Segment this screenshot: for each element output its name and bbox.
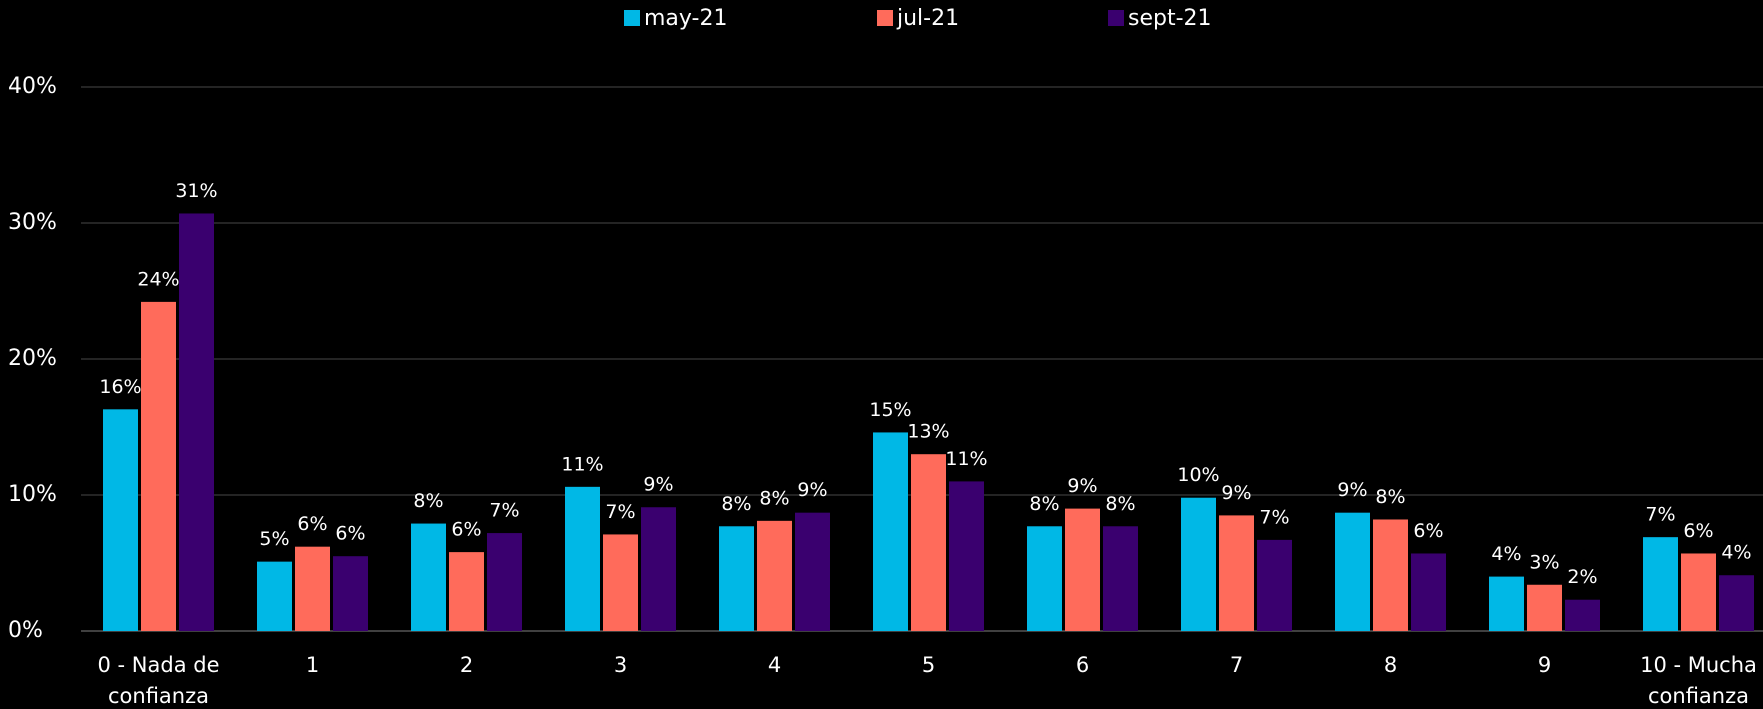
bar — [1643, 537, 1678, 631]
data-label: 15% — [869, 399, 911, 421]
data-label: 4% — [1721, 542, 1751, 564]
legend-label: jul-21 — [896, 6, 959, 31]
x-tick-label: 9 — [1537, 653, 1552, 677]
bar — [757, 520, 792, 631]
data-label: 6% — [1683, 520, 1713, 542]
data-label: 4% — [1491, 543, 1521, 565]
data-label: 11% — [561, 453, 603, 475]
data-label: 7% — [1259, 506, 1289, 528]
data-label: 6% — [451, 519, 481, 541]
data-label: 8% — [413, 490, 443, 512]
bar — [1411, 553, 1446, 631]
data-label: 2% — [1567, 566, 1597, 588]
bar — [949, 481, 984, 631]
data-label: 8% — [721, 493, 751, 515]
x-tick-label: 10 - Mucha confianza — [1640, 653, 1757, 708]
bar — [1527, 584, 1562, 631]
bar — [1489, 576, 1524, 631]
data-label: 9% — [1221, 482, 1251, 504]
data-label: 8% — [1105, 493, 1135, 515]
bar — [411, 523, 446, 631]
bar — [1103, 526, 1138, 631]
bar — [1565, 599, 1600, 631]
bar — [795, 512, 830, 631]
data-label: 9% — [797, 479, 827, 501]
bar — [141, 301, 176, 631]
data-label: 3% — [1529, 551, 1559, 573]
bar — [565, 486, 600, 631]
x-tick-label: 4 — [767, 653, 782, 677]
data-label: 9% — [1067, 475, 1097, 497]
legend-swatch — [1108, 10, 1124, 26]
y-tick-label: 30% — [8, 210, 57, 235]
data-label: 6% — [297, 513, 327, 535]
data-label: 16% — [99, 376, 141, 398]
bar — [487, 533, 522, 631]
data-label: 6% — [335, 523, 365, 545]
bar — [257, 561, 292, 631]
legend-label: may-21 — [644, 6, 727, 31]
bar — [1027, 526, 1062, 631]
bar — [1681, 553, 1716, 631]
data-label: 13% — [907, 421, 949, 443]
data-label: 8% — [1375, 486, 1405, 508]
bar — [1219, 515, 1254, 631]
bar — [333, 556, 368, 631]
x-tick-label: 2 — [459, 653, 474, 677]
data-label: 10% — [1177, 464, 1219, 486]
x-tick-label: 6 — [1075, 653, 1090, 677]
bar — [719, 526, 754, 631]
bar — [1719, 575, 1754, 631]
legend-label: sept-21 — [1128, 6, 1212, 31]
x-tick-label: 3 — [613, 653, 628, 677]
bar — [103, 409, 138, 631]
x-tick-label: 5 — [921, 653, 936, 677]
data-label: 9% — [1337, 479, 1367, 501]
data-label: 31% — [175, 180, 217, 202]
bar — [295, 546, 330, 631]
bar — [1181, 497, 1216, 631]
bar — [1257, 539, 1292, 631]
bar — [641, 507, 676, 631]
data-label: 9% — [643, 474, 673, 496]
data-label: 6% — [1413, 520, 1443, 542]
y-tick-label: 0% — [8, 618, 43, 643]
bar — [873, 432, 908, 631]
bar — [603, 534, 638, 631]
data-label: 8% — [1029, 493, 1059, 515]
bar — [1373, 519, 1408, 631]
data-label: 8% — [759, 487, 789, 509]
bar — [449, 552, 484, 631]
legend-swatch — [624, 10, 640, 26]
legend-swatch — [877, 10, 893, 26]
bar — [179, 213, 214, 632]
x-tick-label: 0 - Nada de confianza — [97, 653, 220, 708]
bar — [1335, 512, 1370, 631]
data-label: 7% — [1645, 504, 1675, 526]
data-label: 7% — [605, 501, 635, 523]
x-tick-label: 8 — [1383, 653, 1398, 677]
data-label: 24% — [137, 268, 179, 290]
y-tick-label: 40% — [8, 74, 57, 99]
bar — [911, 454, 946, 631]
data-label: 11% — [945, 448, 987, 470]
y-tick-label: 10% — [8, 482, 57, 507]
x-tick-label: 1 — [305, 653, 320, 677]
x-tick-label: 7 — [1229, 653, 1244, 677]
bar — [1065, 508, 1100, 631]
y-tick-label: 20% — [8, 346, 57, 371]
data-label: 7% — [489, 500, 519, 522]
data-label: 5% — [259, 528, 289, 550]
